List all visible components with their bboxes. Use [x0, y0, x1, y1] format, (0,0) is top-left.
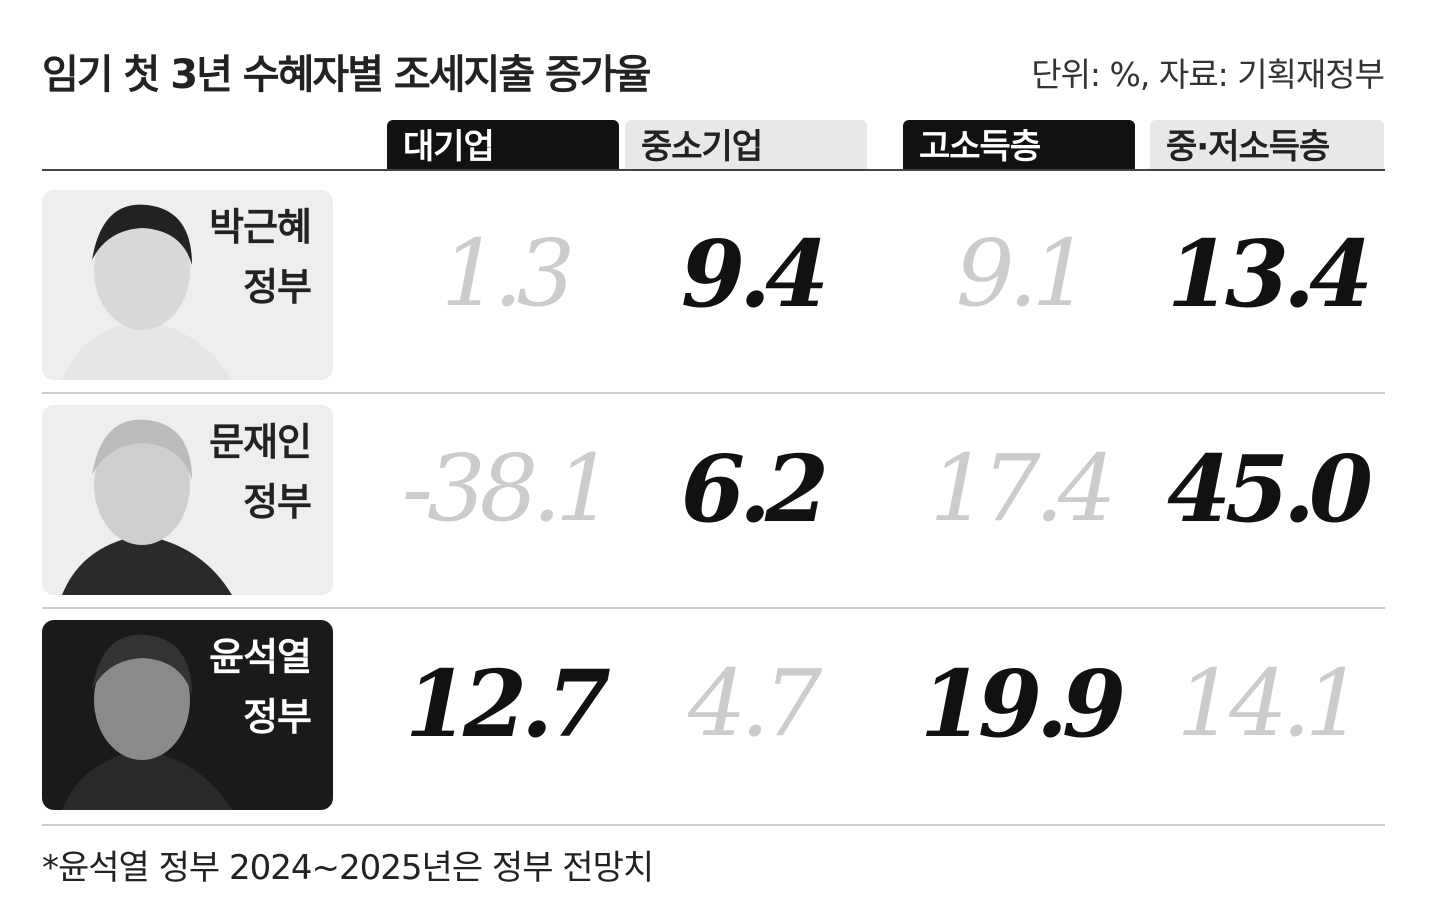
portrait: [42, 190, 333, 380]
title: 임기 첫 3년 수혜자별 조세지출 증가율: [42, 52, 651, 98]
header-rule: [42, 169, 1385, 171]
column-header: 중·저소득층: [1150, 120, 1384, 170]
cell-value: 45.0: [1166, 435, 1373, 543]
row-separator: [42, 824, 1385, 826]
portrait: [42, 405, 333, 595]
cell-value: 19.9: [919, 650, 1126, 758]
government-name: 문재인: [209, 420, 312, 464]
cell-value: 9.1: [955, 220, 1090, 327]
government-name: 정부: [243, 265, 312, 309]
portrait-figure: [62, 634, 232, 810]
government-name: 정부: [243, 480, 312, 524]
cell-value: -38.1: [402, 435, 614, 542]
cell-value: 12.7: [404, 650, 611, 758]
row-separator: [42, 607, 1385, 609]
footnote: *윤석열 정부 2024~2025년은 정부 전망치: [42, 848, 654, 888]
cell-value: 4.7: [687, 650, 822, 757]
cell-value: 17.4: [929, 435, 1117, 542]
column-header: 중소기업: [625, 120, 867, 170]
government-name: 윤석열: [209, 635, 312, 679]
government-name: 정부: [243, 695, 312, 739]
cell-value: 14.1: [1176, 650, 1364, 757]
cell-value: 6.2: [680, 435, 829, 543]
unit-note: 단위: %, 자료: 기획재정부: [1031, 55, 1385, 94]
cell-value: 9.4: [680, 220, 829, 328]
column-header: 고소득층: [903, 120, 1135, 170]
cell-value: 13.4: [1166, 220, 1373, 328]
government-name: 박근혜: [209, 205, 312, 249]
row-separator: [42, 392, 1385, 394]
portrait-figure: [62, 419, 232, 595]
cell-value: 1.3: [440, 220, 575, 327]
portrait-figure: [62, 204, 232, 380]
column-header: 대기업: [387, 120, 619, 170]
portrait: [42, 620, 333, 810]
